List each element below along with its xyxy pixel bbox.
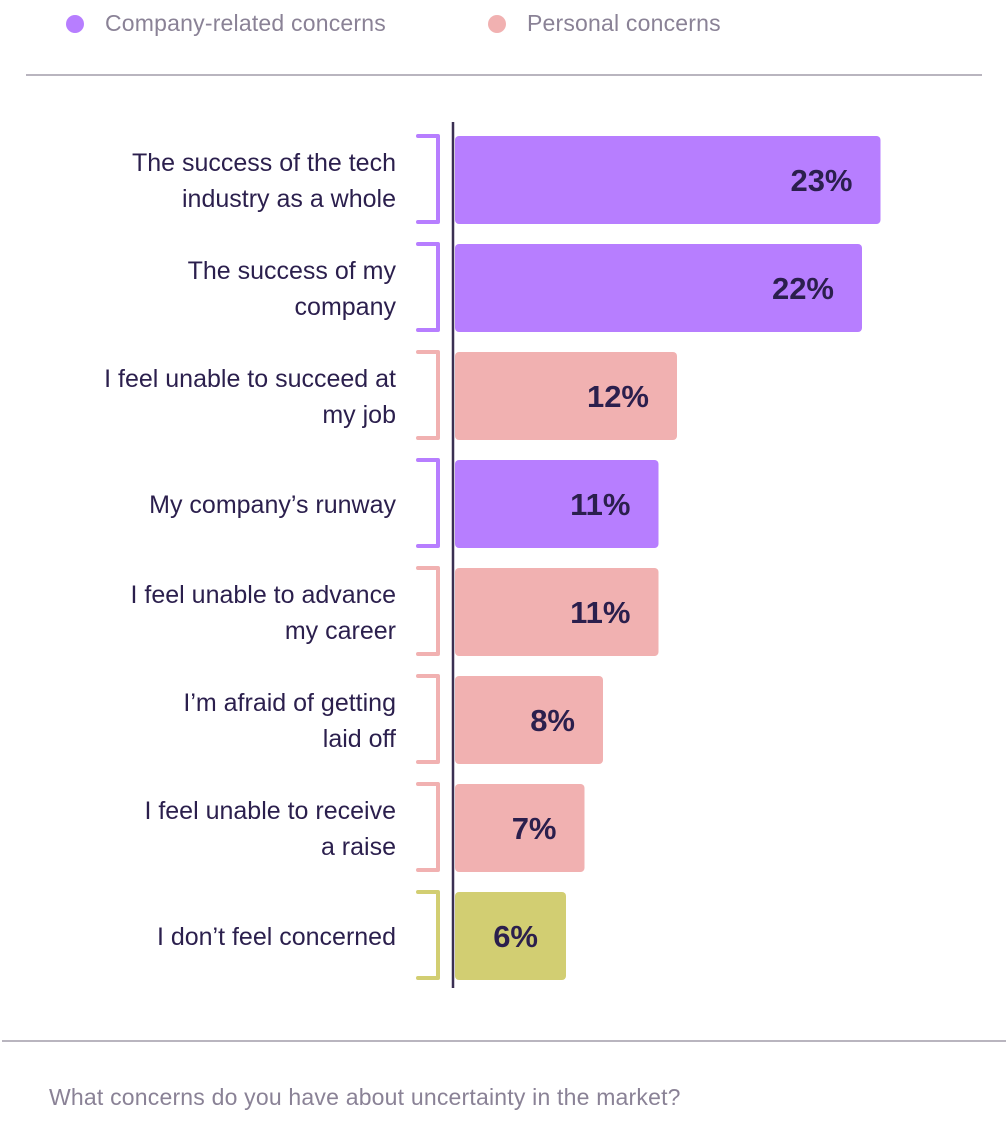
bar bbox=[455, 892, 566, 980]
category-label: I feel unable to succeed at bbox=[104, 365, 396, 393]
legend-label-company: Company-related concerns bbox=[105, 10, 386, 36]
category-bracket bbox=[416, 350, 440, 440]
category-label: my career bbox=[285, 617, 396, 645]
category-label: I’m afraid of getting bbox=[183, 689, 396, 717]
category-label: I feel unable to receive bbox=[144, 797, 396, 825]
category-label: My company’s runway bbox=[149, 491, 396, 519]
category-label: company bbox=[295, 293, 397, 321]
category-bracket bbox=[416, 566, 440, 656]
bar bbox=[455, 676, 603, 764]
bar bbox=[455, 136, 881, 224]
bar-value-label: 8% bbox=[530, 703, 575, 738]
category-label: my job bbox=[322, 401, 396, 429]
category-label: laid off bbox=[323, 725, 396, 753]
category-label: The success of the tech bbox=[132, 149, 396, 177]
top-divider bbox=[26, 74, 982, 76]
bar bbox=[455, 244, 862, 332]
legend: Company-related concerns Personal concer… bbox=[66, 10, 823, 37]
category-label: I don’t feel concerned bbox=[157, 923, 396, 951]
legend-item-personal: Personal concerns bbox=[487, 10, 721, 37]
category-label: The success of my bbox=[188, 257, 397, 285]
legend-label-personal: Personal concerns bbox=[526, 10, 721, 36]
bar bbox=[455, 568, 659, 656]
category-label: a raise bbox=[321, 833, 396, 861]
bar-value-label: 22% bbox=[772, 271, 834, 306]
category-bracket bbox=[416, 242, 440, 332]
category-bracket bbox=[416, 134, 440, 224]
category-bracket bbox=[416, 674, 440, 764]
bar-value-label: 12% bbox=[587, 379, 649, 414]
bar-value-label: 6% bbox=[493, 919, 538, 954]
category-bracket bbox=[416, 782, 440, 872]
bar bbox=[455, 784, 585, 872]
chart-caption: What concerns do you have about uncertai… bbox=[49, 1084, 681, 1110]
bar-value-label: 11% bbox=[570, 595, 630, 630]
category-label: I feel unable to advance bbox=[131, 581, 396, 609]
legend-item-company: Company-related concerns bbox=[66, 10, 386, 37]
legend-dot-personal bbox=[487, 14, 506, 33]
category-label: industry as a whole bbox=[182, 185, 396, 213]
category-bracket bbox=[416, 890, 440, 980]
bar bbox=[455, 352, 677, 440]
category-bracket bbox=[416, 458, 440, 548]
bottom-divider bbox=[2, 1040, 1006, 1042]
legend-dot-company bbox=[66, 14, 84, 33]
bar-value-label: 11% bbox=[570, 487, 630, 522]
bar-value-label: 23% bbox=[790, 163, 852, 198]
bar-chart: 23% The success of the tech industry as a … bbox=[104, 122, 881, 988]
bar bbox=[455, 460, 659, 548]
bar-value-label: 7% bbox=[512, 811, 557, 846]
